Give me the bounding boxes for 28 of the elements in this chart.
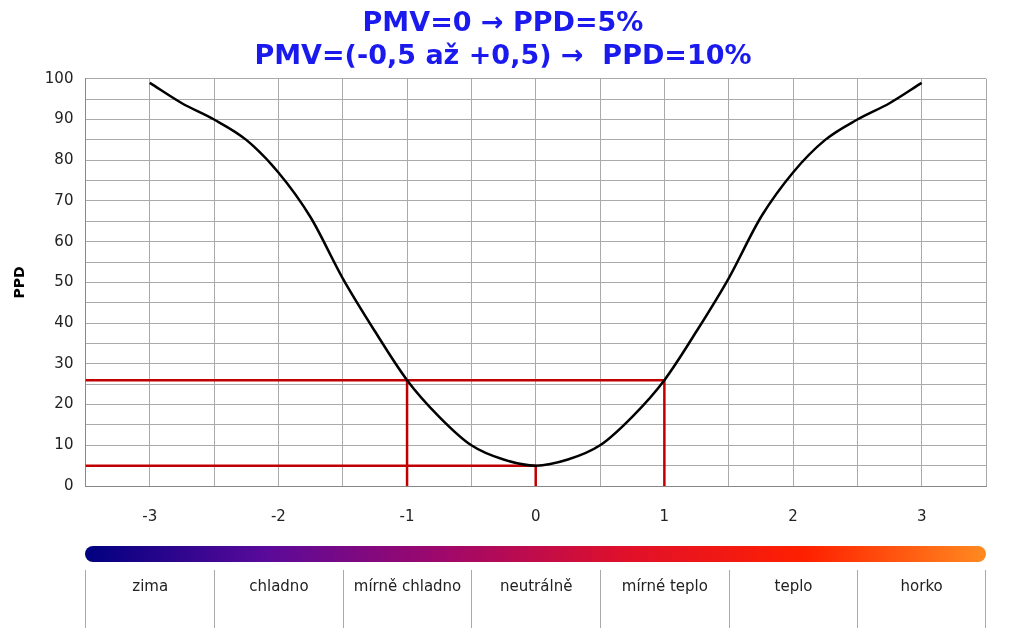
text: PMV=0 → PPD=5% — [362, 6, 644, 38]
y-tick-label: 80 — [54, 150, 74, 169]
y-tick-label: 50 — [54, 272, 74, 291]
text: mírně chladno — [353, 577, 462, 595]
text: neutrálně — [500, 577, 573, 595]
y-axis-title: PPD — [11, 266, 28, 299]
x-tick-label: 2 — [788, 506, 798, 525]
y-tick-label: 100 — [44, 68, 74, 87]
x-tick-label: -2 — [270, 506, 286, 525]
x-tick-label: 1 — [659, 506, 670, 525]
text: chladno — [249, 577, 309, 595]
y-tick-label: 20 — [54, 394, 74, 413]
y-tick-label: 70 — [54, 190, 74, 209]
y-tick-label: 40 — [54, 313, 74, 332]
x-tick-label: 3 — [916, 506, 927, 525]
text: horko — [900, 577, 943, 595]
text: mírné teplo — [621, 577, 708, 595]
x-tick-label: -3 — [142, 506, 158, 525]
x-tick-label: -1 — [399, 506, 415, 525]
text: teplo — [774, 577, 813, 595]
y-tick-label: 0 — [63, 475, 74, 494]
x-tick-label: 0 — [530, 506, 541, 525]
y-tick-label: 60 — [54, 231, 74, 250]
y-tick-label: 90 — [54, 109, 74, 128]
text: zima — [132, 577, 169, 595]
y-tick-label: 30 — [54, 353, 74, 372]
text: PMV=(-0,5 až +0,5) → PPD=10% — [254, 38, 752, 70]
y-tick-label: 10 — [54, 435, 74, 454]
